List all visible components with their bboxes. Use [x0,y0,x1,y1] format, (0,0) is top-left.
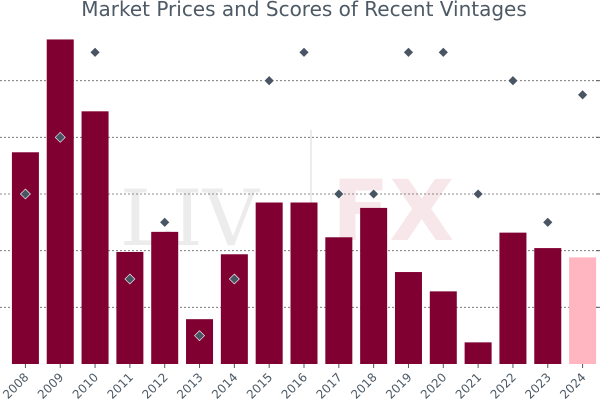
bar-2020 [429,291,457,364]
bar-2015 [255,202,283,364]
bar-2009 [46,39,74,365]
score-marker-2009 [54,131,66,143]
bar-2022 [499,232,527,364]
score-marker-2024 [577,89,589,101]
bar-2008 [11,152,39,364]
x-tick-label: 2023 [522,370,553,401]
x-tick-label: 2014 [209,370,240,401]
chart-title: Market Prices and Scores of Recent Vinta… [81,0,527,21]
score-marker-2020 [437,46,449,58]
watermark-liv: LIV [120,174,261,264]
x-tick-label: 2009 [35,370,66,401]
x-tick-label: 2016 [279,370,310,401]
bar-2018 [360,207,388,364]
score-marker-2017 [333,188,345,200]
x-tick-label: 2008 [0,370,31,401]
x-tick-label: 2012 [139,370,170,401]
score-marker-2013 [194,330,205,342]
bar-2024 [569,257,597,364]
score-marker-2010 [89,46,101,58]
x-tick-label: 2011 [105,370,136,401]
x-tick-label: 2019 [383,370,414,401]
x-tick-label: 2022 [488,370,519,401]
x-axis-ticks: 2008 2009 2010 2011 2012 2013 2014 2015 2016 2017… [0,364,589,402]
score-marker-2015 [263,75,275,87]
score-marker-2021 [472,188,484,200]
bar-2013 [186,319,214,364]
x-tick-label: 2013 [174,370,205,401]
bar-2023 [534,248,562,364]
bar-2019 [394,272,422,364]
score-marker-2014 [228,273,240,285]
bar-2010 [81,111,109,365]
score-marker-2011 [124,273,136,285]
score-marker-2023 [542,216,554,228]
score-markers [19,46,589,342]
score-marker-2016 [298,46,310,58]
bar-2014 [220,254,248,364]
bars [11,39,597,365]
bar-2012 [151,231,179,364]
score-marker-2018 [368,188,380,200]
score-marker-2008 [19,188,31,200]
score-marker-2012 [159,216,171,228]
x-tick-label: 2017 [313,370,344,401]
x-tick-label: 2024 [557,370,588,401]
score-marker-2022 [507,75,519,87]
bar-2011 [116,251,144,364]
x-tick-label: 2021 [453,370,484,401]
score-marker-2019 [403,46,414,58]
x-tick-label: 2020 [418,370,449,401]
watermark: LIV FX [120,130,454,264]
bar-2017 [325,237,353,364]
bar-2021 [464,342,492,364]
x-tick-label: 2015 [244,370,275,401]
watermark-fx: FX [332,162,454,260]
x-tick-label: 2010 [70,370,101,401]
x-tick-label: 2018 [348,370,379,401]
bar-2016 [290,202,318,364]
